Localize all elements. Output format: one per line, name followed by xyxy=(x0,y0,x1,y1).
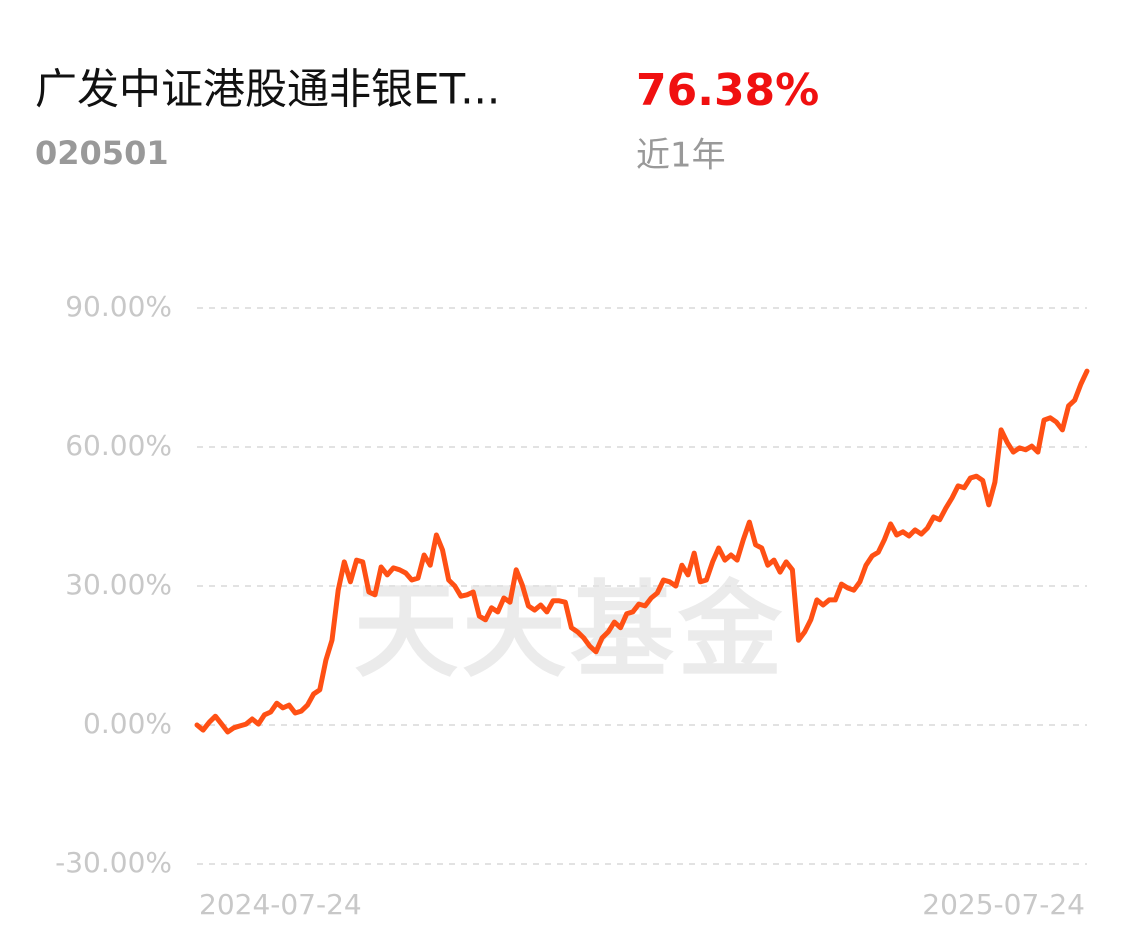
series-line xyxy=(194,368,1090,735)
fund-code: 020501 xyxy=(35,134,169,172)
return: 76.38% xyxy=(636,65,819,116)
period: 近1年 xyxy=(636,136,726,176)
x-tick-label: 2025-07-24 xyxy=(922,888,1085,921)
fund-name: 广发中证港股通非银ET... xyxy=(35,65,500,114)
x-tick-label: 2024-07-24 xyxy=(199,888,362,921)
y-tick-label: 60.00% xyxy=(65,429,172,462)
watermark: 天天基金 xyxy=(354,569,786,691)
y-tick-label: 90.00% xyxy=(65,290,172,323)
y-tick-label: -30.00% xyxy=(55,846,172,879)
y-tick-label: 0.00% xyxy=(83,707,172,740)
y-tick-label: 30.00% xyxy=(65,568,172,601)
